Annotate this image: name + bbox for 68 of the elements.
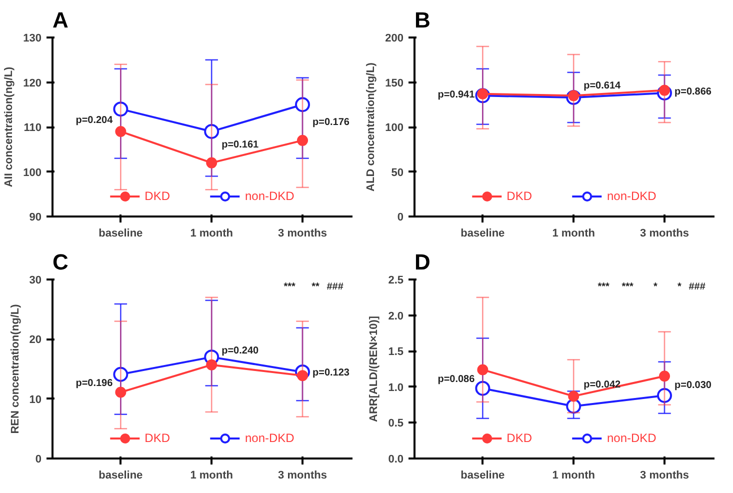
chart-title: B — [414, 8, 430, 32]
annotation: * — [654, 282, 658, 292]
annotation: p=0.086 — [438, 374, 476, 386]
legend-label: DKD — [506, 431, 532, 445]
y-tick-label: 120 — [23, 77, 42, 90]
y-tick-label: 30 — [29, 274, 42, 286]
annotation: *** — [622, 282, 634, 292]
annotation: p=0.614 — [584, 80, 621, 92]
annotation: ### — [688, 282, 706, 292]
legend-label: non-DKD — [244, 431, 294, 445]
annotation: p=0.204 — [76, 114, 114, 126]
y-tick-label: 50 — [391, 166, 404, 179]
annotation: p=0.196 — [76, 378, 114, 389]
annotation: ** — [312, 282, 320, 292]
annotation: p=0.042 — [584, 379, 621, 390]
y-axis-title: ALD concentration(ng/L) — [365, 62, 378, 192]
chart-title: D — [414, 250, 430, 274]
annotation: p=0.240 — [222, 346, 259, 357]
x-tick-label: baseline — [98, 470, 143, 482]
annotation: p=0.941 — [438, 89, 476, 100]
legend-label: non-DKD — [606, 189, 656, 203]
x-tick-label: 3 months — [640, 228, 689, 240]
annotation: ### — [326, 282, 344, 292]
x-tick-label: 3 months — [278, 470, 327, 482]
legend-label: non-DKD — [606, 431, 656, 445]
y-tick-label: 110 — [24, 122, 42, 134]
y-tick-label: 0 — [35, 454, 42, 466]
x-tick-label: baseline — [98, 228, 143, 240]
y-axis-title: ARR[ALD/(REN×10)] — [368, 316, 380, 422]
y-tick-label: 100 — [385, 122, 404, 134]
annotation: p=0.123 — [312, 368, 350, 379]
annotation: p=0.030 — [674, 380, 712, 391]
x-tick-label: 1 month — [552, 228, 596, 240]
y-tick-label: 130 — [23, 32, 42, 44]
x-tick-label: 1 month — [190, 228, 234, 240]
x-tick-label: 3 months — [640, 470, 689, 482]
y-tick-label: 150 — [385, 77, 404, 90]
annotation: p=0.176 — [312, 117, 350, 128]
y-tick-label: 1.0 — [388, 382, 404, 394]
y-tick-label: 200 — [385, 32, 404, 44]
y-tick-label: 20 — [29, 334, 42, 346]
y-tick-label: 0 — [397, 212, 404, 224]
x-tick-label: 1 month — [552, 470, 596, 482]
y-axis-title: AII concentration(ng/L) — [3, 66, 16, 188]
y-tick-label: 2.5 — [388, 274, 404, 286]
chart-title: C — [52, 250, 68, 274]
y-tick-label: 0.0 — [388, 454, 404, 466]
annotation: p=0.866 — [674, 86, 712, 98]
annotation: * — [678, 282, 682, 292]
x-tick-label: baseline — [460, 228, 505, 240]
legend-label: non-DKD — [244, 189, 294, 203]
y-tick-label: 100 — [23, 166, 42, 179]
y-tick-label: 1.5 — [388, 346, 404, 358]
annotation: *** — [284, 282, 296, 292]
y-axis-title: REN concentration(ng/L) — [9, 304, 22, 434]
x-tick-label: baseline — [460, 470, 505, 482]
x-tick-label: 3 months — [278, 228, 327, 240]
y-tick-label: 90 — [29, 212, 42, 224]
y-tick-label: 10 — [29, 394, 42, 406]
legend-label: DKD — [144, 431, 170, 445]
y-tick-label: 2.0 — [388, 310, 404, 322]
legend-label: DKD — [506, 189, 532, 203]
y-tick-label: 0.5 — [388, 418, 404, 430]
legend-label: DKD — [144, 189, 170, 203]
chart-title: A — [52, 8, 68, 32]
annotation: p=0.161 — [222, 139, 259, 150]
annotation: *** — [598, 282, 610, 292]
x-tick-label: 1 month — [190, 470, 234, 482]
